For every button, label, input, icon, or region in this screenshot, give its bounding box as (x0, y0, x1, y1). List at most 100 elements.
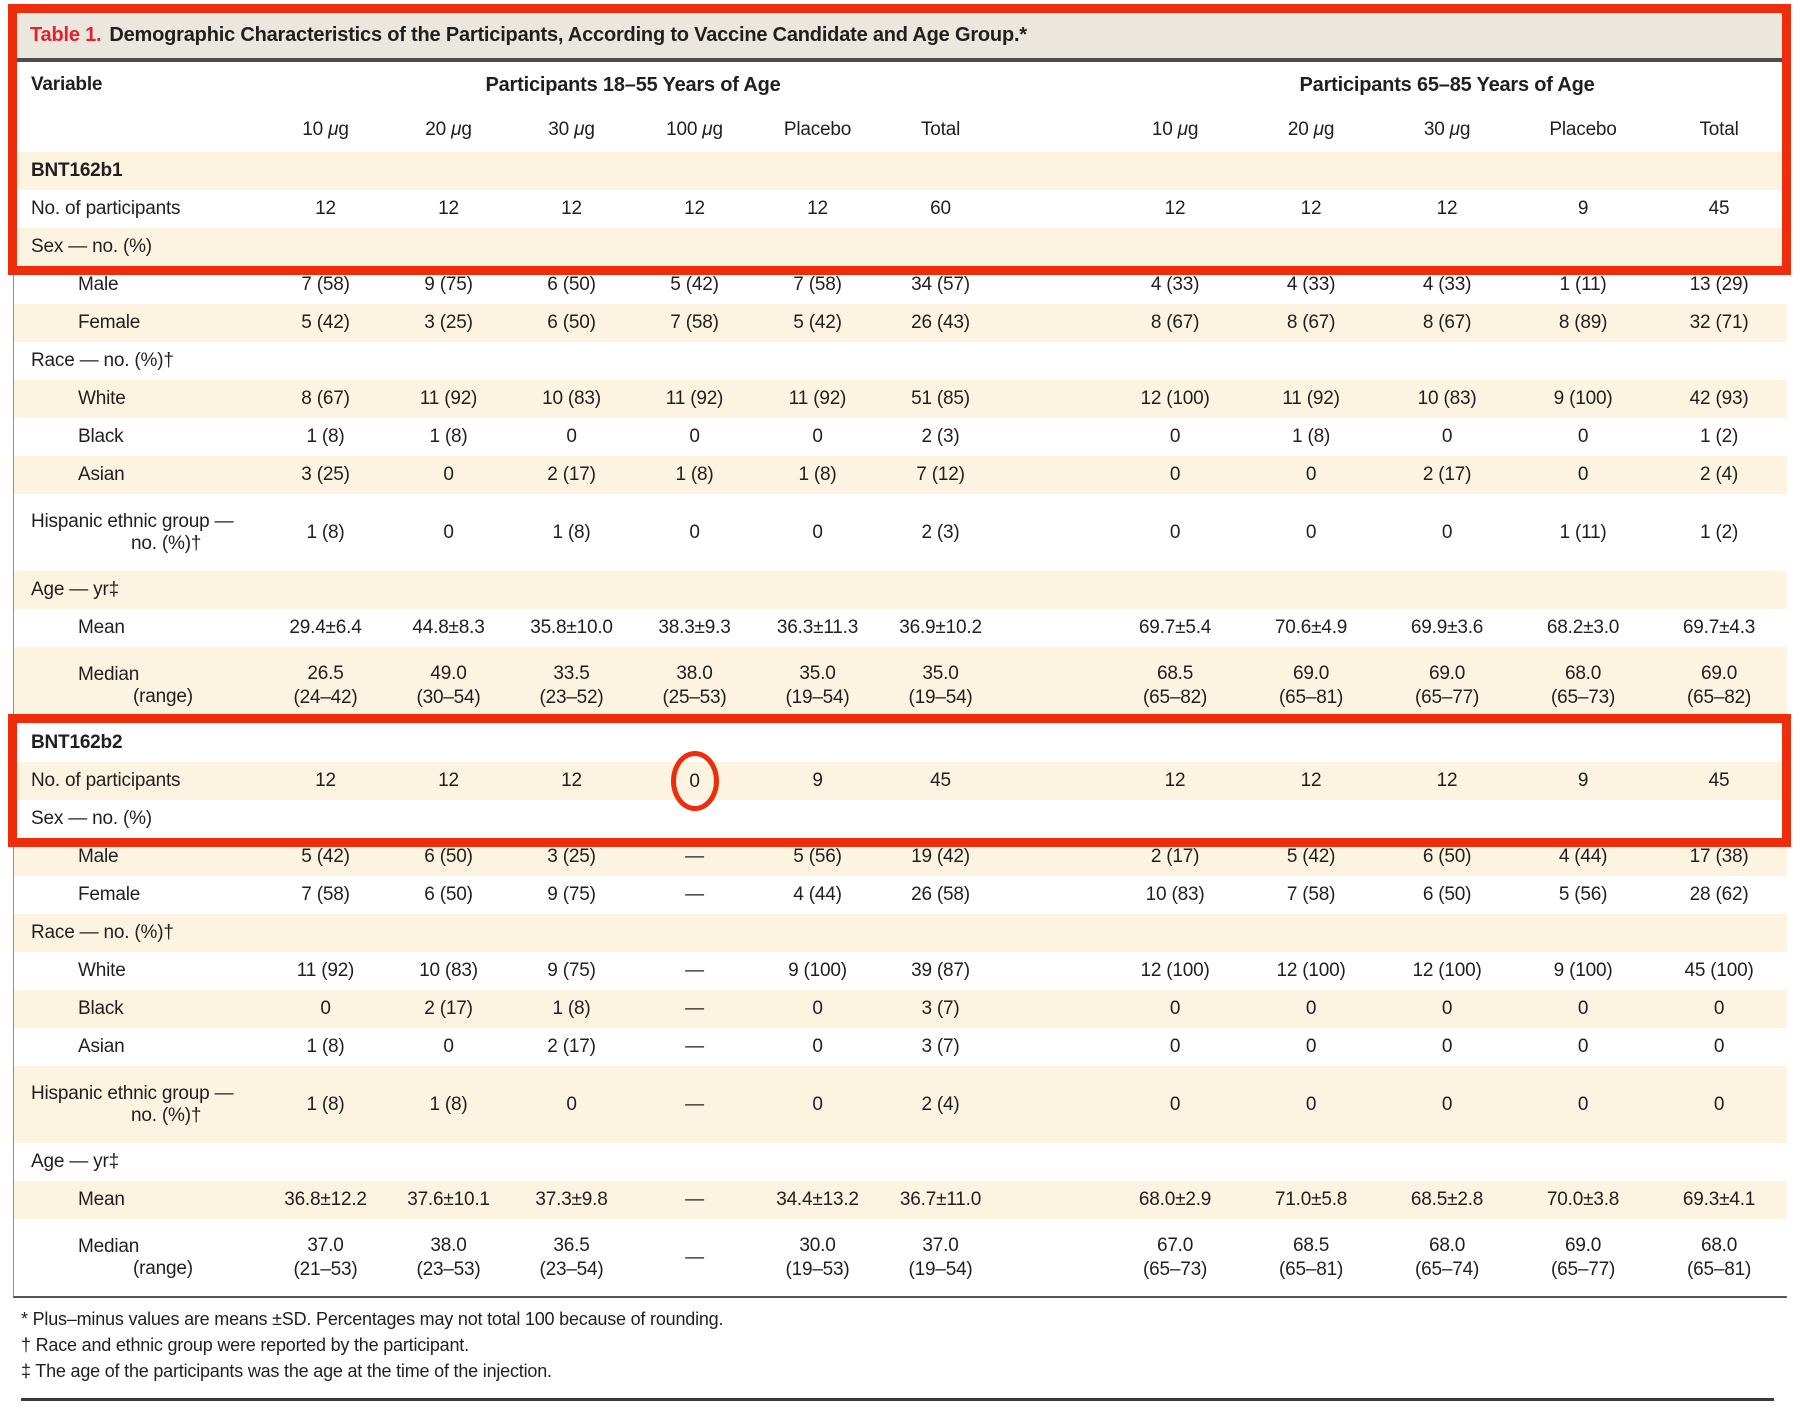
table-cell (387, 571, 510, 609)
table-cell: 68.2±3.0 (1515, 609, 1652, 647)
table-cell: 1 (8) (387, 1066, 510, 1143)
table-cell: 0 (387, 1028, 510, 1066)
row-label: Race — no. (%)† (14, 914, 264, 952)
column-header: Placebo (756, 108, 879, 152)
group-gap (1002, 762, 1108, 800)
table-row: Asian 1 (8) 0 2 (17) —0 3 (7) 0 0 0 0 0 (14, 1028, 1788, 1066)
table-cell: 26.5 (24–42) (264, 647, 387, 724)
table-cell: 36.8±12.2 (264, 1181, 387, 1219)
table-row: Asian 3 (25) 0 2 (17) 1 (8) 1 (8) 7 (12) 0 0 2 (1… (14, 456, 1788, 494)
table-cell (1107, 1143, 1244, 1181)
table-cell: 0 (1651, 1028, 1788, 1066)
table-cell: 8 (67) (1379, 304, 1516, 342)
table-cell (510, 724, 633, 762)
table-cell: 0 (1515, 1066, 1652, 1143)
column-header: 10 μg (1107, 108, 1244, 152)
title-divider-rule (13, 58, 1787, 62)
table-row: Mean 29.4±6.4 44.8±8.3 35.8±10.0 38.3±9.3 36.… (14, 609, 1788, 647)
table-cell (510, 1143, 633, 1181)
table-cell (879, 1143, 1003, 1181)
table-cell (387, 914, 510, 952)
table-cell: 2 (17) (387, 990, 510, 1028)
table-cell: 68.0 (65–81) (1651, 1219, 1788, 1296)
table-cell: 0 (1651, 1066, 1788, 1143)
table-cell: 11 (92) (633, 380, 756, 418)
table-cell: 1 (11) (1515, 266, 1652, 304)
table-cell: 12 (1379, 762, 1516, 800)
table-cell: 36.9±10.2 (879, 609, 1003, 647)
table-cell: 10 (83) (1107, 876, 1244, 914)
group-gap (1002, 1028, 1108, 1066)
table-row: Female 7 (58) 6 (50) 9 (75) —4 (44) 26 (58) 10… (14, 876, 1788, 914)
table-cell: 68.5 (65–81) (1243, 1219, 1380, 1296)
table-row: Race — no. (%)† (14, 342, 1788, 380)
table-cell (633, 571, 756, 609)
group-gap (1002, 914, 1108, 952)
table-cell: 12 (387, 762, 510, 800)
table-cell (1107, 914, 1244, 952)
column-header: 20 μg (1243, 108, 1380, 152)
demographics-table: Variable Participants 18–55 Years of Age… (14, 62, 1788, 1296)
row-label: White (14, 380, 264, 418)
table-cell: 11 (92) (756, 380, 879, 418)
table-cell (1243, 724, 1380, 762)
table-cell: 9 (75) (510, 876, 633, 914)
column-header: Total (879, 108, 1003, 152)
column-header: 20 μg (387, 108, 510, 152)
table-cell: 7 (12) (879, 456, 1003, 494)
row-label: Asian (14, 1028, 264, 1066)
table-cell: 37.3±9.8 (510, 1181, 633, 1219)
table-cell: 51 (85) (879, 380, 1003, 418)
table-cell: 45 (100) (1651, 952, 1788, 990)
table-row: White 11 (92) 10 (83) 9 (75) —9 (100) 39 (87)… (14, 952, 1788, 990)
table-cell (264, 228, 387, 266)
table-cell: 68.5 (65–82) (1107, 647, 1244, 724)
table-cell: 69.7±4.3 (1651, 609, 1788, 647)
table-cell: 33.5 (23–52) (510, 647, 633, 724)
table-cell (1379, 228, 1516, 266)
row-label-line2: (range) (133, 685, 193, 707)
group-gap (1002, 266, 1108, 304)
row-label: Black (14, 418, 264, 456)
table-cell: 34.4±13.2 (756, 1181, 879, 1219)
table-cell: 36.7±11.0 (879, 1181, 1003, 1219)
column-header: 10 μg (264, 108, 387, 152)
table-cell (1515, 152, 1652, 190)
table-cell: 7 (58) (1243, 876, 1380, 914)
table-cell: 70.6±4.9 (1243, 609, 1380, 647)
table-cell: 0 (510, 1066, 633, 1143)
row-label: Median (range) (14, 1219, 264, 1296)
table-cell: 0 (1107, 990, 1244, 1028)
table-cell: 69.0 (65–81) (1243, 647, 1380, 724)
table-cell: 0 (1107, 418, 1244, 456)
table-cell: 68.5±2.8 (1379, 1181, 1516, 1219)
table-cell (1379, 571, 1516, 609)
table-cell: 1 (8) (510, 990, 633, 1028)
group-gap (1002, 304, 1108, 342)
table-cell: 1 (8) (264, 1066, 387, 1143)
table-cell (1107, 152, 1244, 190)
table-cell (1515, 342, 1652, 380)
table-cell (1107, 724, 1244, 762)
row-label: Female (14, 304, 264, 342)
table-cell: — (633, 952, 756, 990)
group-gap (1002, 1066, 1108, 1143)
table-cell: 2 (3) (879, 418, 1003, 456)
table-cell: 19 (42) (879, 838, 1003, 876)
table-cell: 7 (58) (756, 266, 879, 304)
table-cell: 6 (50) (510, 266, 633, 304)
table-cell: 35.8±10.0 (510, 609, 633, 647)
table-cell (510, 914, 633, 952)
table-cell: 7 (58) (264, 876, 387, 914)
table-cell: 2 (17) (1379, 456, 1516, 494)
table-cell: 5 (42) (264, 304, 387, 342)
table-cell: 9 (756, 762, 879, 800)
row-label-line2: no. (%)† (131, 532, 202, 554)
table-cell: 12 (510, 762, 633, 800)
table-cell: 0 (756, 1066, 879, 1143)
table-cell: 12 (100) (1107, 380, 1244, 418)
table-cell: 0 (756, 494, 879, 571)
table-cell: 12 (1243, 190, 1380, 228)
row-label: Female (14, 876, 264, 914)
table-cell: 12 (264, 762, 387, 800)
